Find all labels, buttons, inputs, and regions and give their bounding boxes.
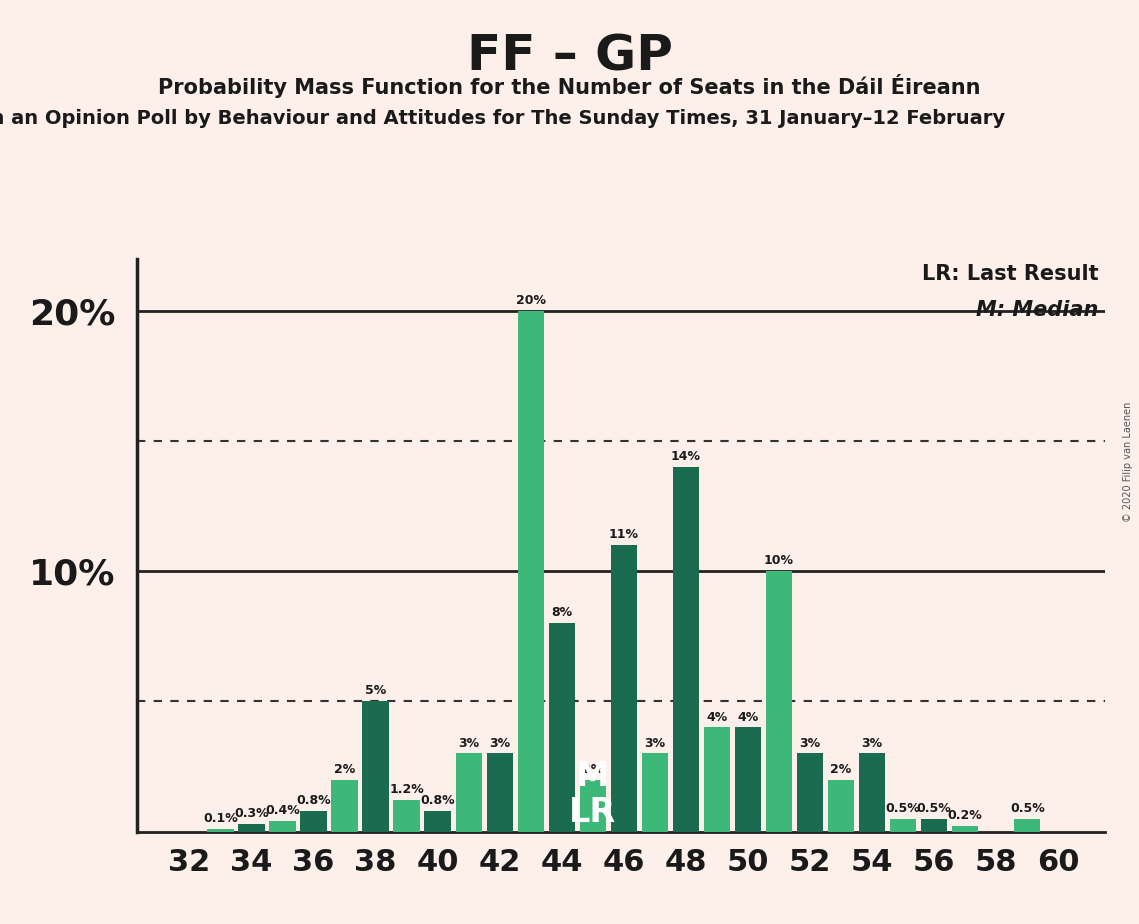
Text: 0.3%: 0.3%: [235, 807, 269, 820]
Bar: [890, 819, 916, 832]
Bar: [1014, 819, 1040, 832]
Text: 3%: 3%: [645, 736, 665, 749]
Bar: [425, 810, 451, 832]
Bar: [486, 753, 513, 832]
Text: 0.2%: 0.2%: [948, 809, 983, 822]
Bar: [921, 819, 948, 832]
Text: 0.8%: 0.8%: [420, 794, 454, 807]
Bar: [580, 780, 606, 832]
Bar: [828, 780, 854, 832]
Bar: [704, 727, 730, 832]
Bar: [238, 824, 264, 832]
Bar: [735, 727, 761, 832]
Bar: [549, 624, 575, 832]
Bar: [859, 753, 885, 832]
Text: © 2020 Filip van Laenen: © 2020 Filip van Laenen: [1123, 402, 1133, 522]
Text: 20%: 20%: [516, 294, 546, 307]
Text: Probability Mass Function for the Number of Seats in the Dáil Éireann: Probability Mass Function for the Number…: [158, 74, 981, 98]
Text: 5%: 5%: [364, 685, 386, 698]
Bar: [207, 829, 233, 832]
Bar: [269, 821, 296, 832]
Text: 0.5%: 0.5%: [886, 802, 920, 815]
Bar: [456, 753, 482, 832]
Text: 4%: 4%: [737, 711, 759, 723]
Bar: [797, 753, 823, 832]
Bar: [301, 810, 327, 832]
Bar: [362, 701, 388, 832]
Text: LR: LR: [570, 796, 616, 829]
Text: 3%: 3%: [800, 736, 820, 749]
Text: 1.2%: 1.2%: [390, 784, 424, 796]
Text: 2%: 2%: [582, 762, 604, 775]
Text: 0.4%: 0.4%: [265, 804, 300, 818]
Text: 4%: 4%: [706, 711, 728, 723]
Bar: [952, 826, 978, 832]
Bar: [517, 310, 544, 832]
Text: 8%: 8%: [551, 606, 573, 619]
Text: M: Median: M: Median: [976, 300, 1099, 321]
Text: 11%: 11%: [609, 529, 639, 541]
Bar: [393, 800, 420, 832]
Text: 10%: 10%: [764, 554, 794, 567]
Bar: [641, 753, 669, 832]
Text: 0.5%: 0.5%: [1010, 802, 1044, 815]
Text: 3%: 3%: [861, 736, 883, 749]
Text: 0.5%: 0.5%: [917, 802, 951, 815]
Text: 2%: 2%: [334, 762, 355, 775]
Text: 3%: 3%: [489, 736, 510, 749]
Text: FF – GP: FF – GP: [467, 32, 672, 80]
Text: 2%: 2%: [830, 762, 852, 775]
Bar: [331, 780, 358, 832]
Bar: [611, 545, 637, 832]
Text: 0.1%: 0.1%: [203, 812, 238, 825]
Text: 3%: 3%: [458, 736, 480, 749]
Text: LR: Last Result: LR: Last Result: [921, 264, 1099, 284]
Bar: [765, 571, 793, 832]
Text: M: M: [576, 760, 609, 793]
Text: 0.8%: 0.8%: [296, 794, 330, 807]
Text: 14%: 14%: [671, 450, 700, 463]
Bar: [673, 467, 699, 832]
Text: on an Opinion Poll by Behaviour and Attitudes for The Sunday Times, 31 January–1: on an Opinion Poll by Behaviour and Atti…: [0, 109, 1006, 128]
